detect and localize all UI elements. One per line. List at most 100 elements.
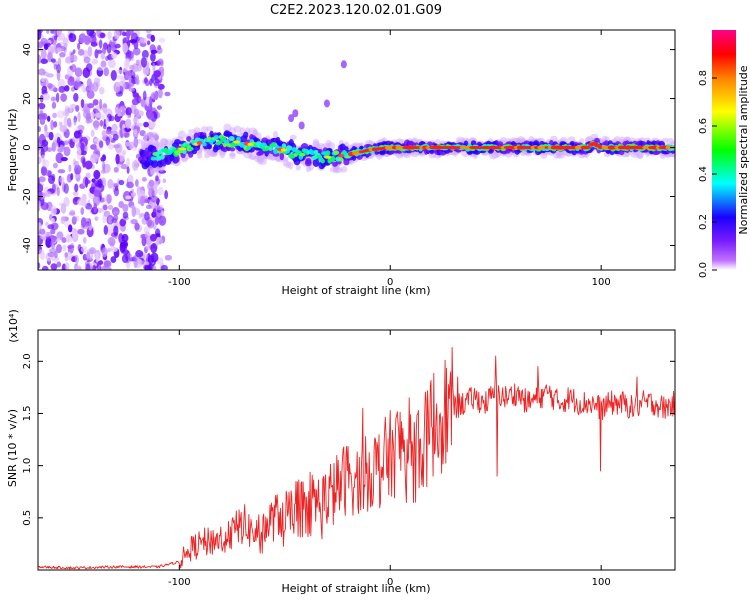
- heatmap-cell: [85, 263, 91, 270]
- heatmap-cell: [51, 208, 57, 215]
- heatmap-cell: [47, 251, 55, 258]
- heatmap-cell: [87, 103, 95, 109]
- heatmap-cell: [106, 44, 112, 54]
- spectrogram-y-axis-label: Frequency (Hz): [6, 109, 19, 192]
- heatmap-cell: [71, 216, 78, 222]
- heatmap-cell: [74, 183, 79, 193]
- heatmap-cell: [122, 211, 129, 219]
- heatmap-cell: [132, 255, 138, 262]
- heatmap-cell: [295, 164, 301, 171]
- heatmap-cell: [180, 153, 186, 159]
- heatmap-cell: [223, 139, 230, 144]
- heatmap-cell: [44, 169, 53, 176]
- heatmap-cell: [102, 103, 108, 108]
- spectrogram-y-ticks: -40 -20 0 20 40: [22, 43, 675, 254]
- heatmap-cell: [51, 35, 57, 46]
- heatmap-cell: [340, 60, 347, 69]
- heatmap-cell: [80, 83, 86, 90]
- heatmap-cell: [63, 140, 70, 146]
- heatmap-cell: [40, 58, 49, 64]
- heatmap-cell: [158, 37, 166, 43]
- heatmap-cell: [46, 30, 50, 34]
- colorbar-tick-label: 0.2: [698, 214, 709, 230]
- heatmap-cell: [111, 123, 118, 132]
- heatmap-cell: [125, 195, 132, 200]
- heatmap-cell: [122, 203, 129, 212]
- heatmap-cell: [58, 86, 66, 93]
- heatmap-cell: [140, 37, 147, 44]
- heatmap-cell: [56, 110, 65, 119]
- heatmap-cell: [77, 147, 82, 157]
- heatmap-cell: [38, 177, 41, 186]
- heatmap-cell: [38, 54, 42, 64]
- colorbar-gradient: [712, 30, 736, 270]
- heatmap-cell: [141, 177, 147, 182]
- heatmap-cell: [47, 82, 53, 89]
- heatmap-cell: [159, 219, 164, 224]
- heatmap-cell: [86, 30, 95, 37]
- heatmap-cell: [147, 219, 155, 229]
- heatmap-cell: [41, 77, 45, 83]
- heatmap-cell: [135, 64, 143, 72]
- heatmap-cell: [103, 67, 110, 77]
- heatmap-cell: [152, 208, 157, 216]
- heatmap-cell: [42, 93, 51, 101]
- heatmap-cell: [134, 222, 140, 231]
- heatmap-cell: [62, 37, 69, 48]
- heatmap-cell: [115, 153, 120, 165]
- heatmap-cell: [140, 56, 147, 68]
- spectrogram-x-ticks: -100 0 100: [168, 30, 611, 288]
- heatmap-cell: [84, 160, 93, 170]
- heatmap-cell: [126, 157, 130, 168]
- snr-panel: -100 0 100 0.5 1.0 1.5 2.0 Height of straight…: [6, 309, 676, 595]
- heatmap-cell: [154, 215, 160, 225]
- heatmap-cell: [228, 135, 235, 142]
- heatmap-cell: [280, 148, 288, 152]
- heatmap-cell: [38, 190, 43, 200]
- heatmap-cell: [288, 114, 295, 123]
- heatmap-cell: [62, 244, 67, 252]
- heatmap-cell: [38, 149, 42, 155]
- heatmap-cell: [233, 125, 242, 133]
- heatmap-cell: [115, 143, 123, 154]
- heatmap-cell: [155, 175, 159, 182]
- heatmap-cell: [116, 69, 124, 74]
- heatmap-cell: [121, 233, 129, 243]
- heatmap-cell: [285, 145, 293, 151]
- heatmap-cell: [152, 265, 157, 270]
- heatmap-cell: [143, 133, 148, 141]
- heatmap-cell: [91, 58, 99, 65]
- heatmap-cell: [147, 181, 154, 191]
- heatmap-cell: [56, 261, 62, 268]
- heatmap-cell: [135, 250, 144, 258]
- heatmap-cell: [125, 108, 129, 115]
- heatmap-cell: [124, 71, 132, 80]
- heatmap-cell: [68, 33, 77, 43]
- heatmap-cell: [109, 246, 118, 253]
- heatmap-cell: [212, 152, 218, 158]
- heatmap-cell: [133, 136, 139, 148]
- heatmap-cell: [146, 40, 151, 46]
- heatmap-cell: [125, 49, 132, 59]
- colorbar-tick-label: 0.0: [698, 262, 709, 278]
- heatmap-cell: [122, 67, 127, 73]
- heatmap-cell: [40, 49, 47, 60]
- heatmap-cell: [142, 90, 147, 101]
- heatmap-cell: [119, 218, 127, 227]
- heatmap-cell: [75, 104, 80, 112]
- heatmap-cell: [154, 205, 161, 210]
- heatmap-cell: [52, 162, 58, 169]
- heatmap-cell: [56, 30, 62, 37]
- heatmap-cell: [273, 148, 278, 155]
- heatmap-cell: [160, 209, 165, 216]
- snr-x-axis-label: Height of straight line (km): [281, 582, 430, 595]
- heatmap-cell: [202, 142, 207, 147]
- heatmap-cell: [101, 130, 107, 137]
- heatmap-cell: [116, 75, 124, 80]
- heatmap-cell: [74, 67, 83, 78]
- heatmap-cell: [73, 92, 79, 102]
- heatmap-cell: [175, 154, 180, 163]
- heatmap-cell: [72, 49, 76, 54]
- heatmap-cell: [79, 133, 83, 144]
- heatmap-cell: [67, 54, 76, 61]
